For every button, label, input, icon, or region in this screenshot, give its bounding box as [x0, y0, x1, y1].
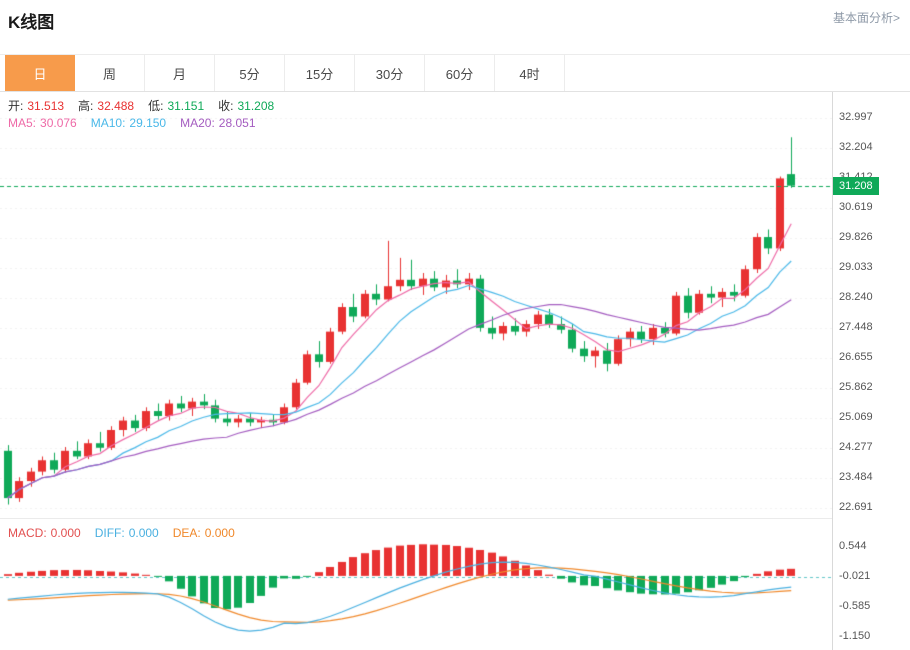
diff-label: DIFF: — [94, 526, 125, 540]
fundamental-analysis-link[interactable]: 基本面分析> — [832, 11, 900, 25]
axis-tick-label: 0.544 — [839, 540, 867, 552]
axis-tick-label: 23.484 — [839, 471, 873, 483]
tab-weekly[interactable]: 周 — [75, 55, 145, 91]
low-value: 31.151 — [167, 99, 205, 113]
open-value: 31.513 — [27, 99, 65, 113]
dea-label: DEA: — [172, 526, 201, 540]
ohlc-legend: 开: 31.513 高: 32.488 低: 31.151 收: 31.208 — [8, 97, 288, 114]
tab-4hour[interactable]: 4时 — [495, 55, 565, 91]
close-value: 31.208 — [237, 99, 275, 113]
low-label: 低: — [148, 99, 164, 113]
price-axis-line — [832, 92, 833, 650]
close-label: 收: — [218, 99, 234, 113]
high-label: 高: — [78, 99, 94, 113]
axis-tick-label: -1.150 — [839, 630, 871, 642]
axis-tick-label: 22.691 — [839, 501, 873, 513]
open-label: 开: — [8, 99, 24, 113]
axis-tick-label: 25.862 — [839, 381, 873, 393]
diff-value: 0.000 — [128, 526, 159, 540]
axis-tick-label: 27.448 — [839, 321, 873, 333]
tab-monthly[interactable]: 月 — [145, 55, 215, 91]
axis-tick-label: 29.826 — [839, 231, 873, 243]
tab-daily[interactable]: 日 — [5, 55, 75, 91]
dea-value: 0.000 — [204, 526, 235, 540]
axis-tick-label: -0.585 — [839, 600, 871, 612]
ma-legend: MA5: 30.076 MA10: 29.150 MA20: 28.051 — [8, 116, 270, 130]
tab-60min[interactable]: 60分 — [425, 55, 495, 91]
candlestick-canvas[interactable] — [0, 92, 832, 518]
ma10-value: 29.150 — [129, 116, 167, 130]
axis-tick-label: 30.619 — [839, 201, 873, 213]
macd-label: MACD: — [8, 526, 47, 540]
axis-tick-label: 32.997 — [839, 111, 873, 123]
panel-divider — [0, 518, 832, 519]
chart-area: 开: 31.513 高: 32.488 低: 31.151 收: 31.208 MA5:… — [0, 92, 910, 650]
axis-tick-label: 24.277 — [839, 441, 873, 453]
ma10-label: MA10: — [90, 116, 126, 130]
tab-30min[interactable]: 30分 — [355, 55, 425, 91]
ma20-value: 28.051 — [218, 116, 256, 130]
macd-canvas[interactable] — [0, 518, 832, 650]
axis-tick-label: 28.240 — [839, 291, 873, 303]
ma5-value: 30.076 — [40, 116, 77, 130]
axis-tick-label: 32.204 — [839, 141, 873, 153]
axis-tick-label: -0.021 — [839, 570, 871, 582]
tab-15min[interactable]: 15分 — [285, 55, 355, 91]
header: K线图 基本面分析> — [0, 0, 910, 54]
axis-tick-label: 26.655 — [839, 351, 873, 363]
macd-legend: MACD: 0.000 DIFF: 0.000 DEA: 0.000 — [8, 526, 249, 540]
period-tabbar: 日 周 月 5分 15分 30分 60分 4时 — [0, 54, 910, 92]
high-value: 32.488 — [97, 99, 135, 113]
ma5-label: MA5: — [8, 116, 37, 130]
page-title: K线图 — [8, 13, 55, 32]
axis-tick-label: 25.069 — [839, 411, 873, 423]
macd-value: 0.000 — [50, 526, 81, 540]
axis-tick-label: 29.033 — [839, 261, 873, 273]
last-price-tag: 31.208 — [833, 177, 879, 195]
tab-5min[interactable]: 5分 — [215, 55, 285, 91]
ma20-label: MA20: — [180, 116, 215, 130]
